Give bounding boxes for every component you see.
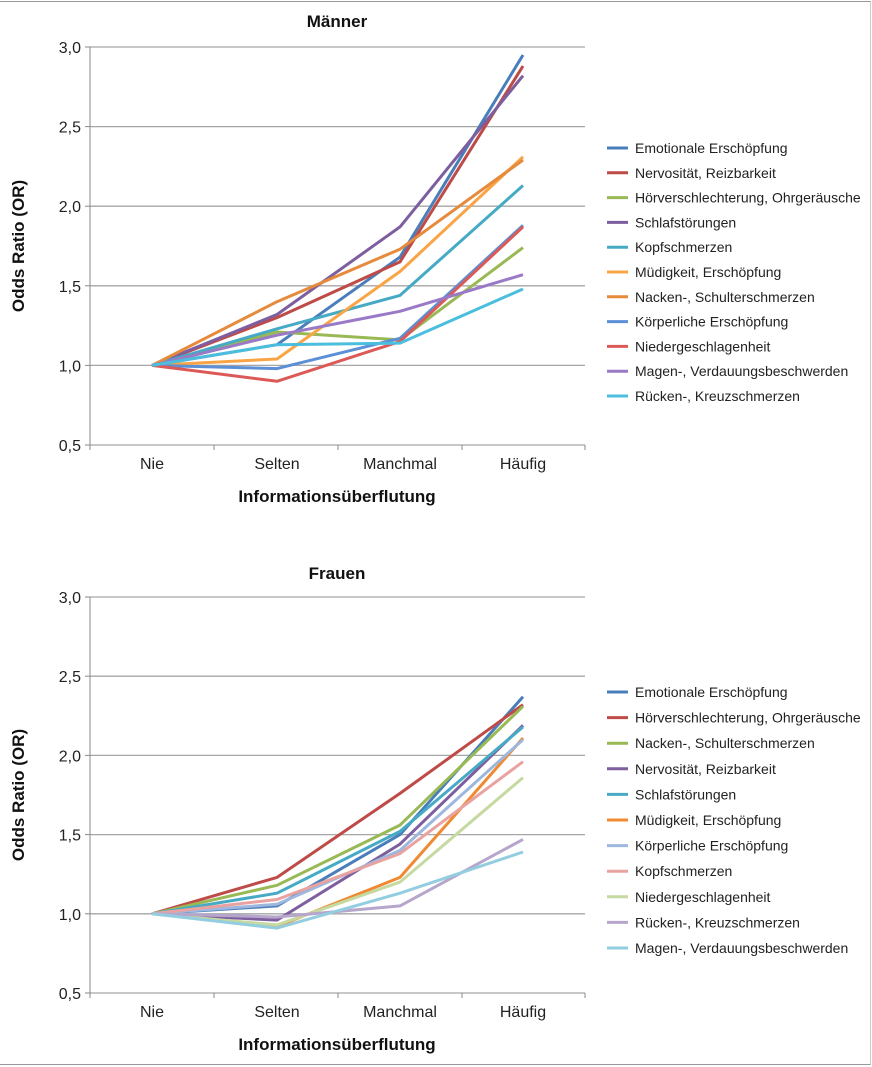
legend-entry: Hörverschlechterung, Ohrgeräusche bbox=[635, 190, 861, 206]
x-tick-label: Häufig bbox=[500, 1004, 546, 1021]
legend-entry: Rücken-, Kreuzschmerzen bbox=[635, 388, 800, 404]
chart-1: Frauen 0,5 1,0 1,5 2,0 2,5 3,0 Nie Selten Manchma… bbox=[9, 564, 861, 1054]
legend-entry: Niedergeschlagenheit bbox=[635, 338, 771, 354]
legend-entry: Emotionale Erschöpfung bbox=[635, 140, 788, 156]
y-tick-label: 3,0 bbox=[59, 40, 81, 57]
y-tick-label: 0,5 bbox=[59, 438, 81, 455]
y-tick-label: 2,0 bbox=[59, 748, 81, 765]
chart-title: Frauen bbox=[309, 564, 366, 583]
y-tick-label: 1,5 bbox=[59, 828, 81, 845]
series-line-4 bbox=[151, 184, 524, 367]
chart-0: Männer 0,5 1,0 1,5 2,0 2,5 3,0 Nie Selten Manchma… bbox=[9, 12, 861, 506]
legend-entry: Magen-, Verdauungsbeschwerden bbox=[635, 363, 848, 379]
legend-entry: Müdigkeit, Erschöpfung bbox=[635, 264, 781, 280]
x-tick-label: Manchmal bbox=[363, 1004, 437, 1021]
series-line-3 bbox=[151, 724, 525, 922]
x-axis-label: Informationsüberflutung bbox=[238, 1035, 435, 1054]
series-line-2 bbox=[151, 705, 525, 916]
x-tick-label: Manchmal bbox=[363, 456, 437, 473]
series-line-8 bbox=[151, 776, 524, 927]
x-tick-label: Selten bbox=[254, 1004, 299, 1021]
series-line-5 bbox=[151, 155, 525, 367]
legend-entry: Schlafstörungen bbox=[635, 786, 736, 802]
legend-entry: Nervosität, Reizbarkeit bbox=[635, 165, 776, 181]
y-tick-label: 2,0 bbox=[59, 199, 81, 216]
series-line-4 bbox=[151, 725, 524, 916]
x-tick-label: Nie bbox=[140, 1004, 164, 1021]
x-tick-label: Selten bbox=[254, 456, 299, 473]
legend-entry: Kopfschmerzen bbox=[635, 863, 732, 879]
series-line-7 bbox=[151, 760, 524, 916]
y-axis-label: Odds Ratio (OR) bbox=[9, 180, 28, 312]
series-line-3 bbox=[151, 74, 525, 367]
series-line-10 bbox=[151, 287, 524, 367]
legend-entry: Körperliche Erschöpfung bbox=[635, 314, 788, 330]
y-tick-label: 1,5 bbox=[59, 279, 81, 296]
series-line-6 bbox=[151, 158, 524, 367]
legend-entry: Rücken-, Kreuzschmerzen bbox=[635, 914, 800, 930]
x-axis-label: Informationsüberflutung bbox=[238, 487, 435, 506]
legend-entry: Körperliche Erschöpfung bbox=[635, 838, 788, 854]
series-line-7 bbox=[151, 224, 525, 371]
y-axis-label: Odds Ratio (OR) bbox=[9, 729, 28, 861]
legend-entry: Nervosität, Reizbarkeit bbox=[635, 761, 776, 777]
x-tick-label: Nie bbox=[140, 456, 164, 473]
y-tick-label: 2,5 bbox=[59, 120, 81, 137]
legend-entry: Magen-, Verdauungsbeschwerden bbox=[635, 940, 848, 956]
x-tick-label: Häufig bbox=[500, 456, 546, 473]
legend-entry: Nacken-, Schulterschmerzen bbox=[635, 289, 815, 305]
y-tick-label: 2,5 bbox=[59, 669, 81, 686]
series-line-1 bbox=[151, 703, 524, 916]
y-tick-label: 1,0 bbox=[59, 358, 81, 375]
chart-title: Männer bbox=[307, 12, 368, 31]
y-tick-label: 0,5 bbox=[59, 986, 81, 1003]
y-tick-label: 3,0 bbox=[59, 590, 81, 607]
y-tick-label: 1,0 bbox=[59, 907, 81, 924]
legend-entry: Niedergeschlagenheit bbox=[635, 889, 771, 905]
series-line-9 bbox=[151, 273, 524, 367]
legend-entry: Müdigkeit, Erschöpfung bbox=[635, 812, 781, 828]
legend-entry: Schlafstörungen bbox=[635, 214, 736, 230]
series-line-1 bbox=[151, 65, 525, 367]
series-line-10 bbox=[151, 850, 524, 930]
legend-entry: Emotionale Erschöpfung bbox=[635, 684, 788, 700]
legend-entry: Hörverschlechterung, Ohrgeräusche bbox=[635, 710, 861, 726]
legend-entry: Nacken-, Schulterschmerzen bbox=[635, 735, 815, 751]
series-line-8 bbox=[151, 225, 525, 383]
legend-entry: Kopfschmerzen bbox=[635, 239, 732, 255]
